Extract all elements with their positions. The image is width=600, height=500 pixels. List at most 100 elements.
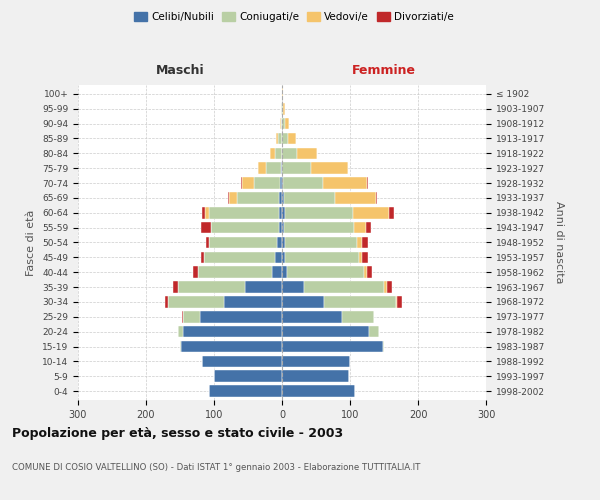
Bar [359, 252, 362, 263]
Bar [184, 311, 200, 322]
Bar [270, 148, 275, 159]
Bar [281, 118, 282, 130]
Bar [209, 207, 278, 218]
Bar [178, 282, 245, 293]
Bar [278, 132, 282, 144]
Bar [266, 162, 281, 174]
Bar [281, 103, 282, 115]
Bar [209, 386, 282, 397]
Bar [276, 132, 278, 144]
Bar [193, 266, 199, 278]
Bar [282, 162, 311, 174]
Bar [201, 252, 204, 263]
Text: COMUNE DI COSIO VALTELLINO (SO) - Dati ISTAT 1° gennaio 2003 - Elaborazione TUTT: COMUNE DI COSIO VALTELLINO (SO) - Dati I… [12, 462, 421, 471]
Bar [323, 178, 367, 189]
Bar [280, 178, 282, 189]
Bar [237, 192, 279, 203]
Bar [282, 88, 283, 100]
Bar [278, 207, 282, 218]
Bar [229, 192, 237, 203]
Bar [282, 148, 297, 159]
Bar [280, 118, 281, 130]
Bar [335, 192, 376, 203]
Bar [184, 326, 282, 338]
Y-axis label: Fasce di età: Fasce di età [26, 210, 37, 276]
Bar [272, 266, 282, 278]
Bar [284, 192, 335, 203]
Bar [275, 252, 282, 263]
Bar [245, 282, 282, 293]
Bar [282, 207, 286, 218]
Bar [254, 178, 280, 189]
Bar [206, 236, 209, 248]
Bar [278, 222, 282, 234]
Bar [367, 266, 373, 278]
Bar [202, 207, 205, 218]
Bar [282, 192, 284, 203]
Bar [389, 207, 394, 218]
Bar [367, 178, 368, 189]
Bar [282, 266, 287, 278]
Bar [353, 207, 389, 218]
Bar [288, 132, 296, 144]
Bar [209, 236, 277, 248]
Bar [282, 252, 286, 263]
Bar [169, 296, 224, 308]
Bar [364, 266, 367, 278]
Bar [205, 207, 209, 218]
Bar [282, 340, 383, 352]
Bar [282, 282, 304, 293]
Bar [178, 326, 184, 338]
Bar [277, 236, 282, 248]
Bar [180, 340, 181, 352]
Bar [342, 311, 374, 322]
Bar [324, 296, 395, 308]
Bar [200, 311, 282, 322]
Bar [282, 118, 286, 130]
Bar [286, 207, 353, 218]
Bar [284, 222, 354, 234]
Bar [282, 386, 355, 397]
Bar [362, 252, 368, 263]
Bar [282, 356, 350, 367]
Bar [275, 148, 282, 159]
Bar [241, 178, 242, 189]
Text: Maschi: Maschi [155, 64, 205, 77]
Bar [227, 192, 229, 203]
Bar [282, 370, 349, 382]
Text: Popolazione per età, sesso e stato civile - 2003: Popolazione per età, sesso e stato civil… [12, 428, 343, 440]
Bar [357, 236, 362, 248]
Bar [282, 236, 286, 248]
Bar [282, 296, 324, 308]
Bar [211, 222, 278, 234]
Bar [242, 178, 254, 189]
Bar [181, 340, 282, 352]
Bar [395, 296, 397, 308]
Bar [282, 222, 284, 234]
Bar [282, 132, 288, 144]
Bar [283, 178, 323, 189]
Text: Femmine: Femmine [352, 64, 416, 77]
Bar [286, 118, 289, 130]
Bar [286, 252, 359, 263]
Bar [304, 282, 384, 293]
Bar [384, 282, 388, 293]
Bar [214, 370, 282, 382]
Bar [258, 162, 266, 174]
Bar [367, 222, 371, 234]
Bar [201, 222, 211, 234]
Bar [224, 296, 282, 308]
Bar [199, 266, 272, 278]
Bar [397, 296, 403, 308]
Bar [204, 252, 275, 263]
Bar [282, 178, 283, 189]
Bar [282, 326, 369, 338]
Bar [354, 222, 367, 234]
Bar [297, 148, 317, 159]
Bar [283, 103, 286, 115]
Bar [182, 311, 184, 322]
Y-axis label: Anni di nascita: Anni di nascita [554, 201, 565, 284]
Bar [388, 282, 392, 293]
Bar [362, 236, 368, 248]
Bar [311, 162, 348, 174]
